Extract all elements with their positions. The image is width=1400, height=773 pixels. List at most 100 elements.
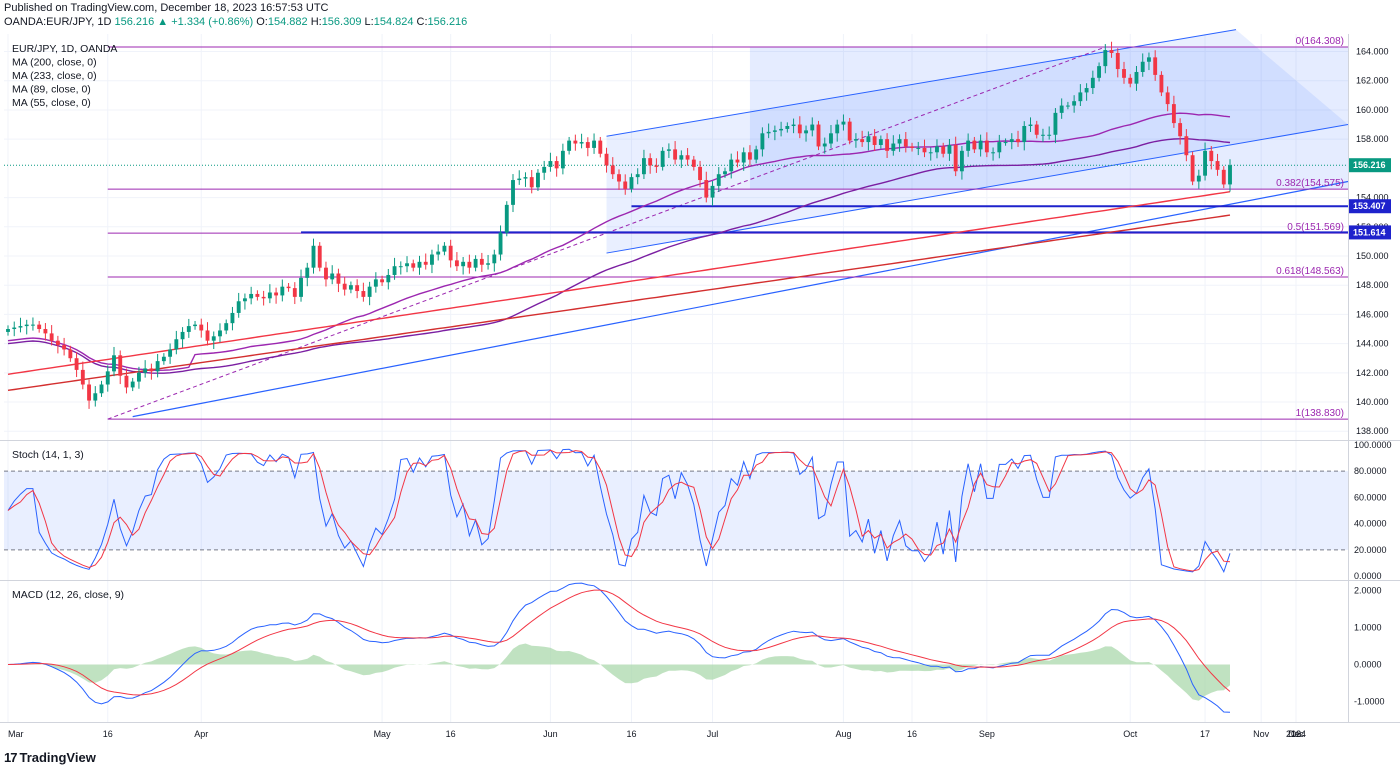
candle-body <box>93 393 98 401</box>
candle-body <box>760 133 765 150</box>
candle-body <box>161 356 166 362</box>
candle-body <box>498 232 503 255</box>
price-tick-label: 146.000 <box>1356 309 1389 319</box>
candle-body <box>673 149 678 160</box>
candle-body <box>330 273 335 280</box>
macd-histogram <box>8 643 1230 701</box>
fib-level-label: 0.5(151.569) <box>1287 222 1344 233</box>
candle-body <box>43 329 48 334</box>
candle-body <box>136 372 141 382</box>
candle-body <box>1228 165 1232 185</box>
time-tick-label: Nov <box>1253 729 1270 739</box>
candle-body <box>486 263 491 265</box>
candle-body <box>853 139 858 141</box>
price-tick-label: 160.000 <box>1356 105 1389 115</box>
candle-body <box>305 267 310 278</box>
candle-body <box>336 273 341 284</box>
stoch-tick-label: 0.0000 <box>1354 571 1382 581</box>
candle-body <box>1109 50 1114 53</box>
candle-body <box>617 174 621 182</box>
candle-body <box>598 140 603 154</box>
stoch-k-line <box>7 448 1231 574</box>
candle-body <box>87 384 91 401</box>
macd-tick-label: 2.0000 <box>1354 585 1382 595</box>
support-level-tag: 153.407 <box>1353 201 1386 211</box>
candle-body <box>654 165 659 167</box>
candle-body <box>928 152 933 154</box>
candle-body <box>1028 124 1033 127</box>
macd-tick-label: 0.0000 <box>1354 659 1382 669</box>
candle-body <box>180 331 185 340</box>
price-legend-entry: EUR/JPY, 1D, OANDA <box>12 43 117 55</box>
candle-body <box>473 258 478 268</box>
time-tick-label: Oct <box>1123 729 1138 739</box>
candle-body <box>1178 123 1183 137</box>
candle-body <box>186 326 191 332</box>
candle-body <box>55 340 60 346</box>
candle-body <box>592 140 596 148</box>
time-tick-label: Dec <box>1288 729 1305 739</box>
price-tick-label: 138.000 <box>1356 426 1389 436</box>
last-price-tag: 156.216 <box>1353 160 1386 170</box>
candle-body <box>517 178 522 181</box>
candle-body <box>218 330 222 337</box>
candle-body <box>1196 175 1201 182</box>
candle-body <box>816 124 821 147</box>
stoch-legend: Stoch (14, 1, 3) <box>12 449 84 461</box>
candle-body <box>1221 169 1226 185</box>
fib-level-label: 1(138.830) <box>1296 408 1344 419</box>
candle-body <box>910 146 914 148</box>
candle-body <box>99 384 104 394</box>
candle-body <box>454 260 459 267</box>
time-tick-label: Jul <box>707 729 719 739</box>
candle-body <box>274 292 279 296</box>
candle-body <box>741 152 746 163</box>
stoch-tick-label: 100.0000 <box>1354 440 1392 450</box>
candle-body <box>822 143 827 147</box>
candle-body <box>1053 112 1058 135</box>
candle-body <box>286 286 291 289</box>
ma-233-line <box>7 214 1231 391</box>
candle-body <box>922 147 927 153</box>
candle-body <box>467 261 472 268</box>
tradingview-logo[interactable]: 17 TradingView <box>4 750 96 765</box>
time-tick-label: Apr <box>194 729 208 739</box>
time-tick-label: 16 <box>103 729 113 739</box>
candle-body <box>236 301 241 313</box>
price-axis[interactable]: 164.000162.000160.000158.000154.000152.0… <box>1349 47 1391 437</box>
support-level-tag: 151.614 <box>1353 227 1386 237</box>
candle-body <box>560 150 565 169</box>
candle-body <box>835 124 840 134</box>
candle-body <box>292 288 297 297</box>
candle-body <box>679 155 684 160</box>
candle-body <box>866 136 871 143</box>
candle-body <box>642 158 646 175</box>
candle-body <box>255 293 260 297</box>
candle-body <box>324 267 328 280</box>
candle-body <box>959 150 964 172</box>
long-trendline <box>132 180 1349 418</box>
time-tick-label: 16 <box>907 729 917 739</box>
symbol-ohlc-bar: OANDA:EUR/JPY, 1D 156.216 ▲ +1.334 (+0.8… <box>4 16 467 28</box>
candle-body <box>1122 69 1126 78</box>
candle-body <box>1097 66 1102 78</box>
candle-body <box>386 274 391 283</box>
stoch-tick-label: 80.0000 <box>1354 466 1387 476</box>
candle-body <box>1159 74 1164 93</box>
candle-body <box>31 324 35 326</box>
candle-body <box>18 326 23 328</box>
candle-body <box>155 361 160 372</box>
open-label: O: <box>256 16 268 28</box>
candle-body <box>1153 57 1158 75</box>
candle-body <box>1072 101 1077 106</box>
candle-body <box>355 285 360 292</box>
candle-body <box>573 140 578 144</box>
candle-body <box>1034 124 1039 135</box>
candle-body <box>68 349 73 359</box>
time-axis[interactable]: Mar 16 Apr May 16 Jun 16 Jul Aug 16 Sep Oct 17 Nov 16D… <box>8 729 1306 739</box>
candle-body <box>810 124 815 131</box>
candle-body <box>423 261 428 265</box>
candle-body <box>80 369 85 385</box>
